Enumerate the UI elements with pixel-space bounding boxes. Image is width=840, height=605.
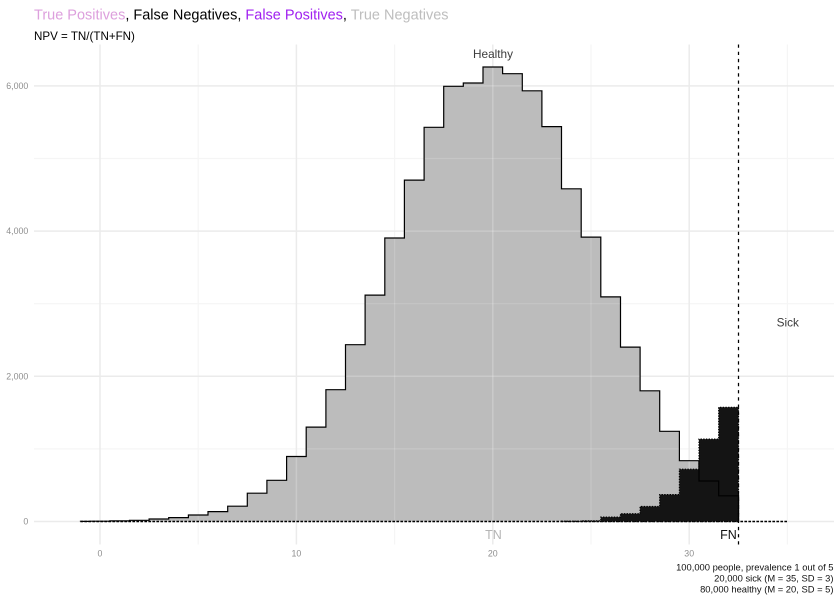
svg-text:TN: TN	[485, 528, 502, 542]
svg-text:100,000 people, prevalence 1 o: 100,000 people, prevalence 1 out of 5	[676, 561, 833, 572]
svg-text:80,000 healthy (M = 20, SD = 5: 80,000 healthy (M = 20, SD = 5)	[700, 583, 833, 594]
svg-text:2,000: 2,000	[6, 371, 28, 381]
svg-text:0: 0	[98, 548, 103, 558]
svg-text:Sick: Sick	[777, 316, 799, 330]
svg-text:20,000 sick (M = 35, SD = 3): 20,000 sick (M = 35, SD = 3)	[714, 572, 833, 583]
svg-text:NPV = TN/(TN+FN): NPV = TN/(TN+FN)	[34, 30, 135, 43]
svg-text:30: 30	[684, 548, 694, 558]
svg-text:0: 0	[23, 517, 28, 527]
svg-text:4,000: 4,000	[6, 226, 28, 236]
svg-text:Healthy: Healthy	[473, 47, 513, 61]
svg-text:6,000: 6,000	[6, 81, 28, 91]
svg-text:FN: FN	[720, 528, 737, 542]
svg-text:True Positives, False Negative: True Positives, False Negatives, False P…	[34, 8, 449, 24]
svg-text:20: 20	[488, 548, 498, 558]
svg-text:10: 10	[292, 548, 302, 558]
